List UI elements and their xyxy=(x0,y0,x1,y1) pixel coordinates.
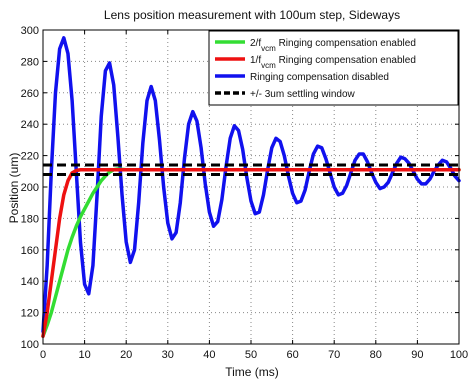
legend-label: +/- 3um settling window xyxy=(250,89,356,100)
axis-ticks: 0 10 20 30 40 50 60 70 80 90 100 100 120 140 160 180 200… xyxy=(21,25,468,361)
y-tick-label: 120 xyxy=(21,308,39,320)
y-tick-label: 140 xyxy=(21,276,39,288)
y-tick-label: 180 xyxy=(21,213,39,225)
y-tick-label: 240 xyxy=(21,119,39,131)
x-tick-label: 70 xyxy=(328,349,340,361)
legend-label: 1/fvcm Ringing compensation enabled xyxy=(250,55,416,70)
legend-entries: 2/fvcm Ringing compensation enabled 1/fvc… xyxy=(215,38,416,100)
legend-label: 2/fvcm Ringing compensation enabled xyxy=(250,38,416,53)
x-axis-label: Time (ms) xyxy=(225,365,279,379)
x-tick-label: 40 xyxy=(203,349,215,361)
y-tick-label: 200 xyxy=(21,182,39,194)
chart-title: Lens position measurement with 100um ste… xyxy=(104,8,400,22)
x-tick-label: 50 xyxy=(245,349,257,361)
x-tick-label: 30 xyxy=(162,349,174,361)
series-line-2 xyxy=(41,36,461,334)
legend-box xyxy=(208,30,459,106)
x-tick-label: 90 xyxy=(411,349,423,361)
x-tick-label: 0 xyxy=(40,349,46,361)
y-tick-label: 100 xyxy=(21,339,39,351)
x-tick-label: 20 xyxy=(120,349,132,361)
y-tick-label: 220 xyxy=(21,151,39,163)
legend-label: Ringing compensation disabled xyxy=(250,72,389,83)
legend: 2/fvcm Ringing compensation enabled 1/fvc… xyxy=(208,30,459,106)
x-tick-label: 100 xyxy=(450,349,468,361)
y-tick-label: 280 xyxy=(21,56,39,68)
y-tick-label: 260 xyxy=(21,88,39,100)
x-tick-label: 60 xyxy=(286,349,298,361)
y-axis-label: Position (um) xyxy=(7,153,21,224)
x-tick-label: 80 xyxy=(370,349,382,361)
y-tick-label: 160 xyxy=(21,245,39,257)
y-tick-label: 300 xyxy=(21,25,39,37)
series-lines xyxy=(41,36,461,338)
series-line-1 xyxy=(41,167,461,338)
x-tick-label: 10 xyxy=(78,349,90,361)
